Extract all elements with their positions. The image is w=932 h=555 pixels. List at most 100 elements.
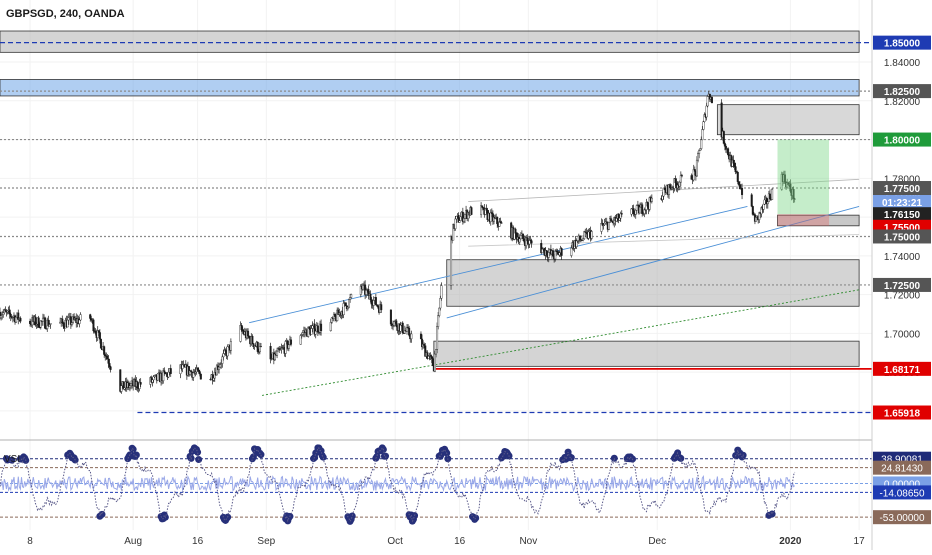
price-tags: 1.850001.825001.800001.771001.7750001:23… [873, 35, 931, 525]
candle-body [578, 235, 581, 241]
symbol-title: GBPSGD, 240, OANDA [6, 8, 125, 20]
oct-zone[interactable] [446, 259, 860, 307]
candle-body [41, 317, 44, 322]
candle-body [590, 231, 593, 239]
vsi-series [0, 446, 796, 523]
candle-body [570, 247, 573, 256]
candle-body [258, 346, 261, 353]
candle-body [615, 218, 618, 222]
candle-body [130, 383, 133, 387]
candle-body [523, 238, 526, 242]
candle-body [674, 178, 677, 184]
dec-support-zone[interactable] [777, 214, 860, 227]
candle-body [401, 322, 404, 334]
candle-body [377, 305, 380, 308]
dec-top-zone[interactable] [716, 104, 860, 136]
resistance-zone-top[interactable] [0, 30, 860, 53]
candle-body [348, 299, 351, 308]
candle-body [61, 318, 64, 323]
candle-body [496, 216, 499, 225]
candle-body [575, 240, 578, 247]
candle-body [452, 224, 455, 241]
candle-body [462, 218, 465, 222]
price-tag-01:23:21: 01:23:21 [882, 198, 922, 209]
price-tag-1.72500: 1.72500 [884, 281, 921, 292]
price-tick-label: 1.82000 [884, 97, 921, 108]
resistance-zone-blue[interactable] [0, 79, 860, 97]
candle-body [706, 96, 709, 107]
price-tag-1.65918: 1.65918 [884, 409, 921, 420]
price-tick-label: 1.78000 [884, 174, 921, 185]
candle-body [229, 341, 232, 351]
candle-body [395, 320, 398, 327]
candle-body [393, 321, 396, 326]
candle-body [128, 385, 131, 388]
candle-body [67, 317, 70, 321]
candle-body [723, 143, 726, 147]
indicator-name: VSI [4, 454, 20, 465]
candle-body [646, 202, 649, 207]
price-tick-label: 1.72000 [884, 291, 921, 302]
candle-body [485, 208, 488, 211]
candle-body [311, 325, 314, 329]
time-tick-label: Sep [257, 536, 275, 547]
candle-body [49, 323, 52, 325]
candle-body [737, 181, 740, 185]
candle-body [181, 364, 184, 369]
stop-zone[interactable] [777, 214, 830, 226]
target-zone[interactable] [777, 139, 830, 215]
candle-body [92, 319, 95, 332]
price-tag-bg [873, 181, 931, 196]
candle-body [408, 327, 411, 336]
vsi-pane [0, 444, 872, 525]
candle-body [380, 304, 383, 311]
candle-body [552, 250, 555, 257]
candle-body [29, 320, 32, 324]
price-tag-1.82500: 1.82500 [884, 87, 921, 98]
candle-body [156, 373, 159, 381]
time-tick-label: 2020 [779, 536, 802, 547]
price-tick-label: 1.74000 [884, 252, 921, 263]
candle-body [734, 166, 737, 173]
oct-low-zone[interactable] [433, 340, 860, 367]
candle-body [530, 240, 533, 244]
position-tool[interactable] [777, 139, 830, 226]
candle-body [541, 248, 544, 254]
vsi-extreme-dot [768, 510, 776, 518]
candle-body [789, 183, 792, 192]
price-tag-1.76150: 1.76150 [884, 210, 921, 221]
candle-body [437, 315, 440, 327]
horizontal-levels [0, 42, 872, 414]
candle-body [784, 174, 787, 183]
candle-body [518, 238, 521, 243]
candle-body [370, 299, 373, 305]
candle-body [389, 309, 392, 325]
candle-body [741, 188, 744, 195]
candle-body [167, 371, 170, 378]
candle-body [489, 212, 492, 222]
candle-body [273, 353, 276, 361]
price-tag-bg [873, 229, 931, 244]
candle-body [634, 209, 637, 215]
candle-body [4, 309, 7, 312]
price-tag-bg [873, 277, 931, 292]
price-tag-1.85000: 1.85000 [884, 39, 921, 50]
time-axis[interactable]: 8 Aug 16 Sep Oct 16 Nov Dec 2020 17 [27, 536, 865, 547]
candle-body [481, 205, 484, 208]
candle-body [454, 218, 457, 229]
candle-body [66, 319, 69, 328]
candle-body [514, 228, 517, 234]
candle-body [641, 204, 644, 214]
candle-body [334, 313, 337, 317]
candle-body [136, 381, 139, 388]
candle-body [458, 220, 461, 223]
candle-body [663, 187, 666, 190]
candle-body [702, 121, 705, 130]
price-tag-bg [873, 84, 931, 99]
candle-body [8, 309, 11, 315]
time-tick-label: Aug [124, 536, 142, 547]
vsi-tag-0.00000: 0.00000 [884, 479, 921, 490]
candle-body [710, 97, 713, 104]
candle-body [560, 248, 563, 256]
